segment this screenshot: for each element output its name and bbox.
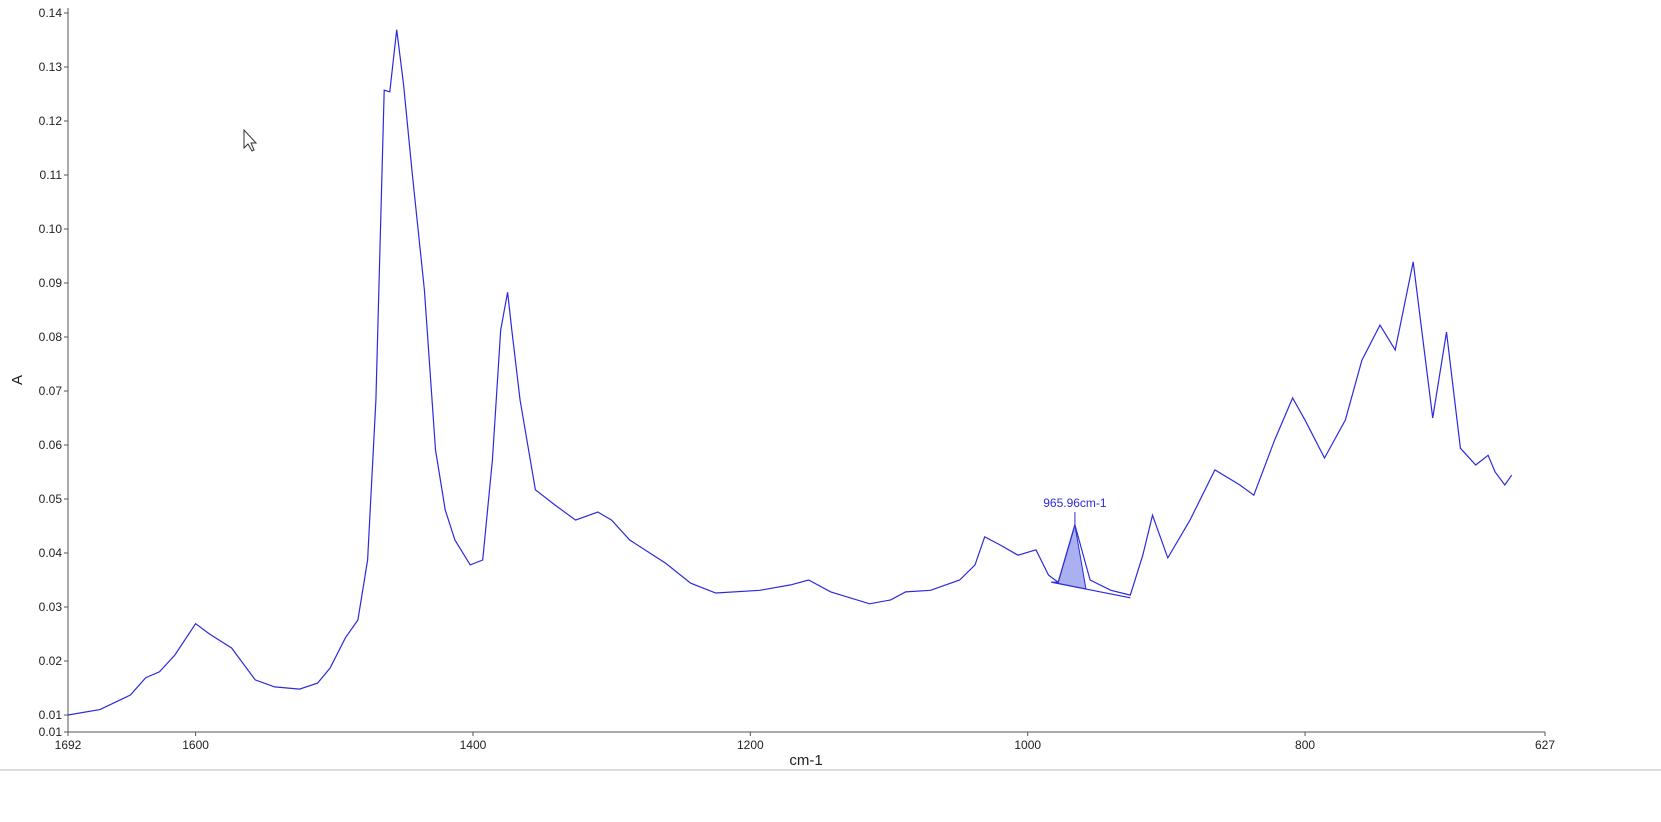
- x-tick-label: 1600: [182, 738, 209, 752]
- y-tick-label: 0.01: [39, 725, 63, 739]
- mouse-cursor: [243, 128, 258, 152]
- x-tick-label: 800: [1295, 738, 1315, 752]
- y-tick-label: 0.07: [39, 384, 63, 398]
- peak-baseline: [1051, 581, 1131, 599]
- x-tick-label: 627: [1535, 738, 1555, 752]
- x-axis-label: cm-1: [789, 752, 822, 769]
- y-tick-label: 0.06: [39, 438, 63, 452]
- y-tick-label: 0.14: [39, 6, 63, 20]
- y-tick-label: 0.13: [39, 60, 63, 74]
- y-tick-label: 0.12: [39, 114, 63, 128]
- x-tick-label: 1000: [1014, 738, 1041, 752]
- y-tick-label: 0.02: [39, 654, 63, 668]
- y-tick-label: 0.08: [39, 330, 63, 344]
- peak-label: 965.96cm-1: [1043, 496, 1107, 510]
- x-tick-label: 1400: [460, 738, 487, 752]
- y-tick-label: 0.09: [39, 276, 63, 290]
- y-tick-label: 0.11: [40, 168, 63, 182]
- y-tick-label: 0.10: [39, 222, 63, 236]
- y-tick-label: 0.04: [39, 546, 63, 560]
- y-tick-label: 0.01: [39, 708, 63, 722]
- x-tick-label: 1692: [55, 738, 82, 752]
- y-tick-label: 0.05: [39, 492, 63, 506]
- y-tick-label: 0.03: [39, 600, 63, 614]
- x-tick-label: 1200: [737, 738, 764, 752]
- y-axis-label: A: [9, 375, 26, 385]
- spectrum-line: [67, 29, 1513, 716]
